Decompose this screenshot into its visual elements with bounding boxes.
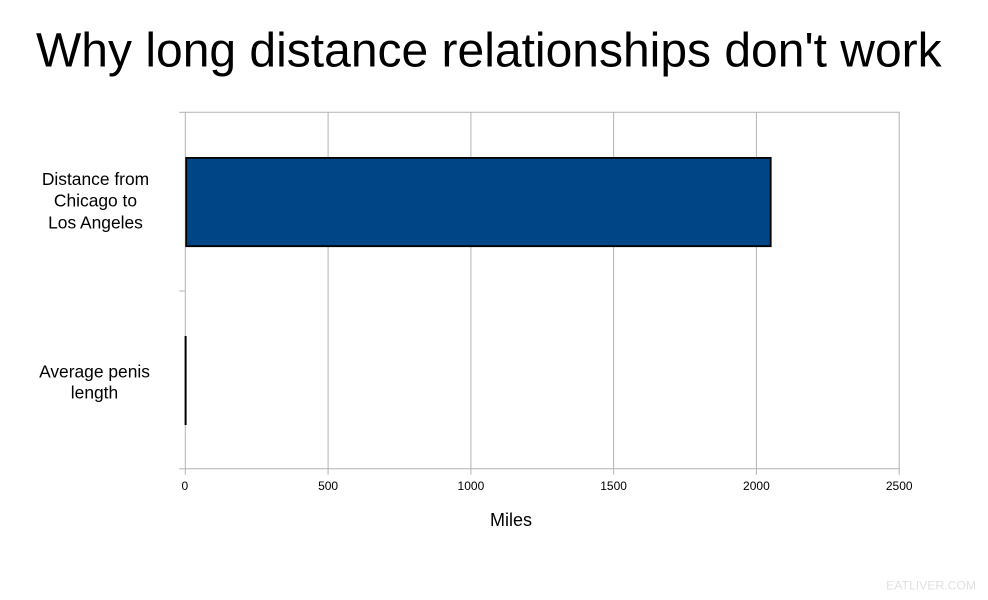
svg-text:length: length (71, 382, 118, 402)
svg-text:Distance from: Distance from (42, 169, 149, 189)
svg-text:1500: 1500 (600, 479, 627, 493)
svg-text:Los Angeles: Los Angeles (48, 212, 143, 232)
svg-text:0: 0 (181, 479, 188, 493)
svg-text:Why long distance relationship: Why long distance relationships don't wo… (36, 25, 943, 78)
svg-text:2000: 2000 (743, 479, 770, 493)
svg-text:2500: 2500 (886, 479, 913, 493)
svg-text:Miles: Miles (490, 510, 532, 530)
svg-text:1000: 1000 (458, 479, 485, 493)
svg-text:Average penis: Average penis (39, 362, 150, 382)
svg-text:Chicago to: Chicago to (54, 191, 137, 211)
svg-text:EATLIVER.COM: EATLIVER.COM (886, 578, 976, 592)
svg-text:500: 500 (318, 479, 338, 493)
